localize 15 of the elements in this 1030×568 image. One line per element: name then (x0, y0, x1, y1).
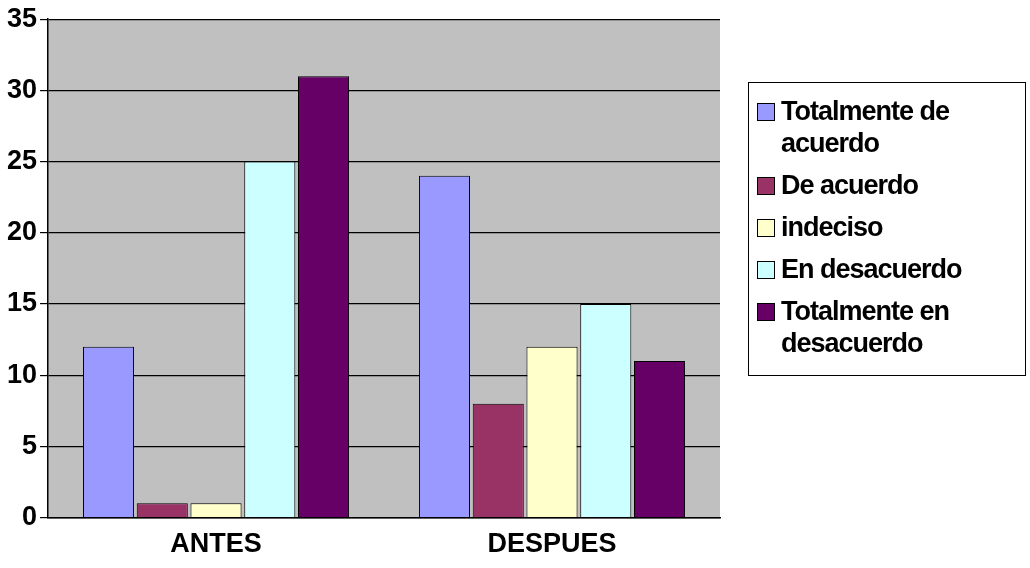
y-tick-label: 15 (6, 287, 38, 318)
y-tick-label: 20 (6, 216, 38, 247)
y-tick-label: 5 (22, 429, 38, 460)
x-tick-label: DESPUES (487, 528, 617, 559)
y-tick-label: 35 (6, 2, 38, 33)
y-tick-label: 10 (6, 358, 38, 389)
legend-label: De acuerdo (781, 169, 919, 201)
legend-label: Totalmente en desacuerdo (781, 295, 951, 359)
y-tick-label: 25 (6, 145, 38, 176)
legend-label: Totalmente de acuerdo (781, 95, 951, 159)
y-tick-label: 0 (22, 501, 38, 532)
legend-label: indeciso (781, 211, 883, 243)
legend-label: En desacuerdo (781, 253, 962, 285)
x-tick-label: ANTES (170, 528, 262, 559)
y-tick-label: 30 (6, 73, 38, 104)
